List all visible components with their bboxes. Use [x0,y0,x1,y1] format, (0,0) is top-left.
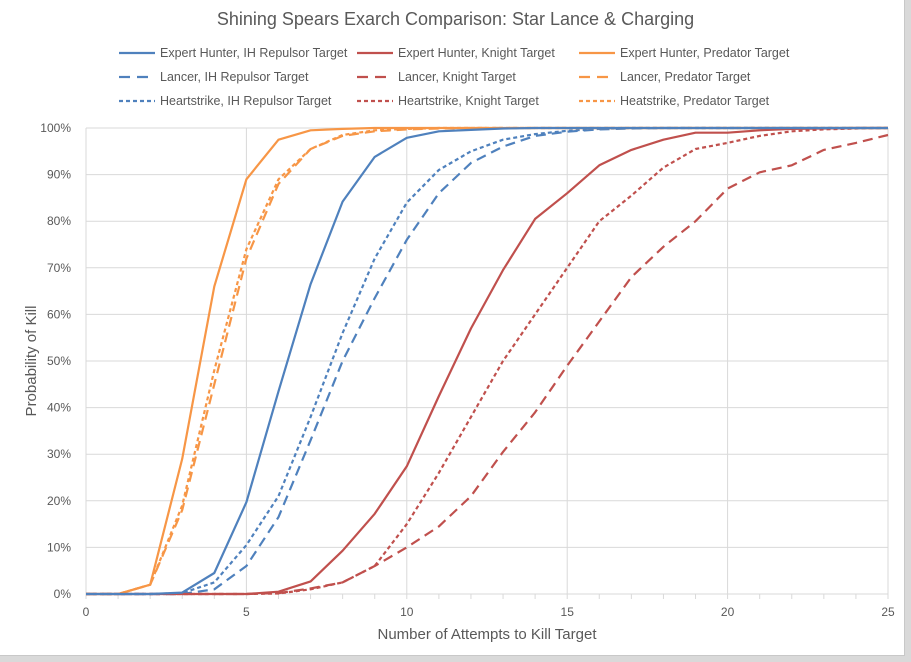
y-axis-title: Probability of Kill [23,306,40,417]
axes: 0% 10% 20% 30% 40% 50% 60% 70% 80% 90% 100% 0 5 10 15 2… [40,121,895,619]
y-tick-label: 50% [47,354,71,368]
y-tick-label: 40% [47,401,71,415]
legend-item: Heartstrike, IH Repulsor Target [118,94,331,108]
legend-item: Lancer, IH Repulsor Target [118,70,308,84]
series-layer [86,126,889,596]
legend-swatch [357,51,393,55]
x-tick-label: 25 [881,605,895,619]
y-tick-label: 60% [47,307,71,321]
legend-label: Expert Hunter, Predator Target [620,46,790,60]
y-tick-label: 30% [47,447,71,461]
legend-label: Heatstrike, Predator Target [620,94,770,108]
legend-label: Heartstrike, Knight Target [398,94,539,108]
legend-label: Expert Hunter, Knight Target [398,46,555,60]
legend-label: Heartstrike, IH Repulsor Target [160,94,332,108]
legend-label: Lancer, Predator Target [620,70,751,84]
series-line-lancer-knight-target [86,133,889,596]
legend-swatch [579,51,615,55]
legend-item: Heatstrike, Predator Target [578,94,769,108]
legend-swatch [357,99,393,103]
series-line-expert-hunter-ih-repulsor-target [86,126,888,596]
legend-item: Heartstrike, Knight Target [356,94,539,108]
legend-item: Lancer, Predator Target [578,70,750,84]
legend-swatch [579,99,615,103]
y-tick-label: 90% [47,168,71,182]
legend-item: Lancer, Knight Target [356,70,516,84]
x-tick-label: 15 [561,605,575,619]
x-tick-label: 20 [721,605,735,619]
y-tick-label: 10% [47,540,71,554]
gridlines [86,127,889,594]
x-axis-title: Number of Attempts to Kill Target [378,626,598,643]
legend-item: Expert Hunter, Predator Target [578,46,789,60]
chart-title: Shining Spears Exarch Comparison: Star L… [216,9,695,29]
series-line-expert-hunter-knight-target [86,126,888,596]
y-tick-label: 20% [47,494,71,508]
legend-item: Expert Hunter, Knight Target [356,46,555,60]
legend-swatch [119,75,155,79]
x-tick-label: 5 [243,605,250,619]
legend-swatch [579,75,615,79]
y-tick-label: 0% [54,587,72,601]
y-tick-label: 70% [47,261,71,275]
legend-label: Lancer, IH Repulsor Target [160,70,309,84]
series-line-lancer-ih-repulsor-target [86,126,888,596]
legend-swatch [119,99,155,103]
y-tick-label: 100% [40,121,71,135]
y-tick-label: 80% [47,214,71,228]
x-tick-label: 0 [83,605,90,619]
legend-swatch [357,75,393,79]
legend-swatch [119,51,155,55]
legend-item: Expert Hunter, IH Repulsor Target [118,46,347,60]
x-tick-label: 10 [400,605,414,619]
legend-label: Lancer, Knight Target [398,70,516,84]
legend-label: Expert Hunter, IH Repulsor Target [160,46,348,60]
